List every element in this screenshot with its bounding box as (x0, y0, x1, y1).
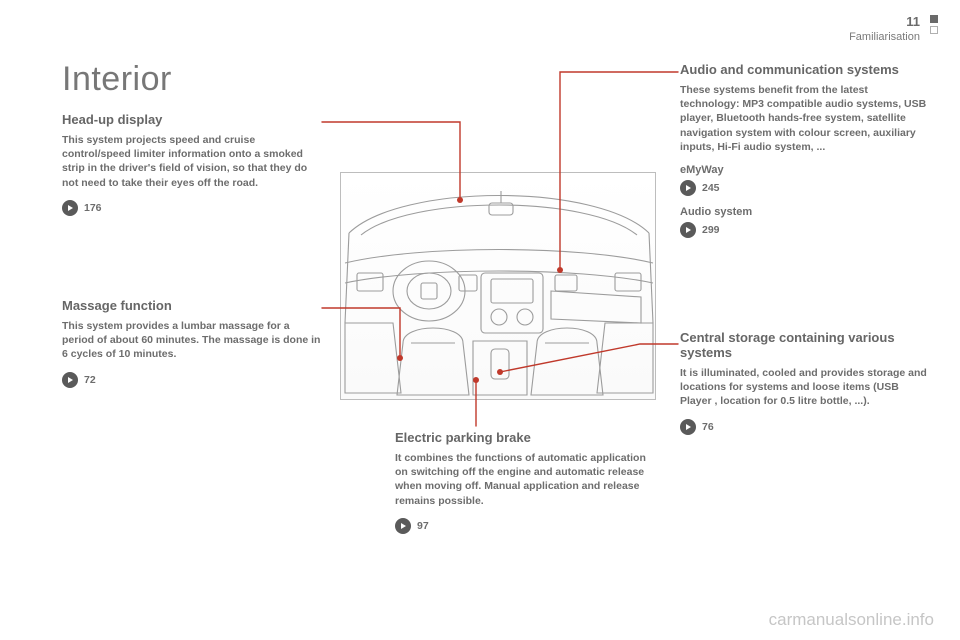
indicator-active (930, 15, 938, 23)
heading-audio: Audio and communication systems (680, 62, 930, 77)
audio-sub1-label: eMyWay (680, 164, 930, 176)
block-head-up-display: Head-up display This system projects spe… (62, 112, 322, 216)
ref-audio-1-num: 245 (702, 182, 720, 194)
ref-storage: 76 (680, 419, 930, 435)
page-header: 11 Familiarisation (849, 14, 920, 43)
ref-audio-2: 299 (680, 222, 930, 238)
ref-brake: 97 (395, 518, 655, 534)
ref-audio-1: 245 (680, 180, 930, 196)
page-title: Interior (62, 60, 172, 99)
play-icon (680, 180, 696, 196)
block-brake: Electric parking brake It combines the f… (395, 430, 655, 534)
play-icon (680, 419, 696, 435)
header-indicator (930, 15, 938, 43)
body-head-up: This system projects speed and cruise co… (62, 133, 322, 190)
heading-storage: Central storage containing various syste… (680, 330, 930, 360)
block-audio: Audio and communication systems These sy… (680, 62, 930, 238)
body-storage: It is illuminated, cooled and provides s… (680, 366, 930, 409)
ref-massage-num: 72 (84, 374, 96, 386)
watermark: carmanualsonline.info (769, 610, 934, 630)
audio-sub2-label: Audio system (680, 206, 930, 218)
interior-figure (340, 172, 656, 400)
ref-brake-num: 97 (417, 520, 429, 532)
block-storage: Central storage containing various syste… (680, 330, 930, 435)
play-icon (395, 518, 411, 534)
ref-storage-num: 76 (702, 421, 714, 433)
heading-massage: Massage function (62, 298, 322, 313)
ref-massage: 72 (62, 372, 322, 388)
heading-brake: Electric parking brake (395, 430, 655, 445)
ref-audio-2-num: 299 (702, 224, 720, 236)
indicator-inactive (930, 26, 938, 34)
play-icon (680, 222, 696, 238)
body-brake: It combines the functions of automatic a… (395, 451, 655, 508)
play-icon (62, 200, 78, 216)
body-massage: This system provides a lumbar massage fo… (62, 319, 322, 362)
manual-page: 11 Familiarisation Interior Head-up disp… (0, 0, 960, 640)
body-audio: These systems benefit from the latest te… (680, 83, 930, 154)
page-number: 11 (849, 14, 920, 29)
ref-head-up-num: 176 (84, 202, 102, 214)
section-label: Familiarisation (849, 31, 920, 43)
block-massage: Massage function This system provides a … (62, 298, 322, 388)
heading-head-up: Head-up display (62, 112, 322, 127)
dashboard-svg (341, 173, 657, 401)
ref-head-up: 176 (62, 200, 322, 216)
play-icon (62, 372, 78, 388)
